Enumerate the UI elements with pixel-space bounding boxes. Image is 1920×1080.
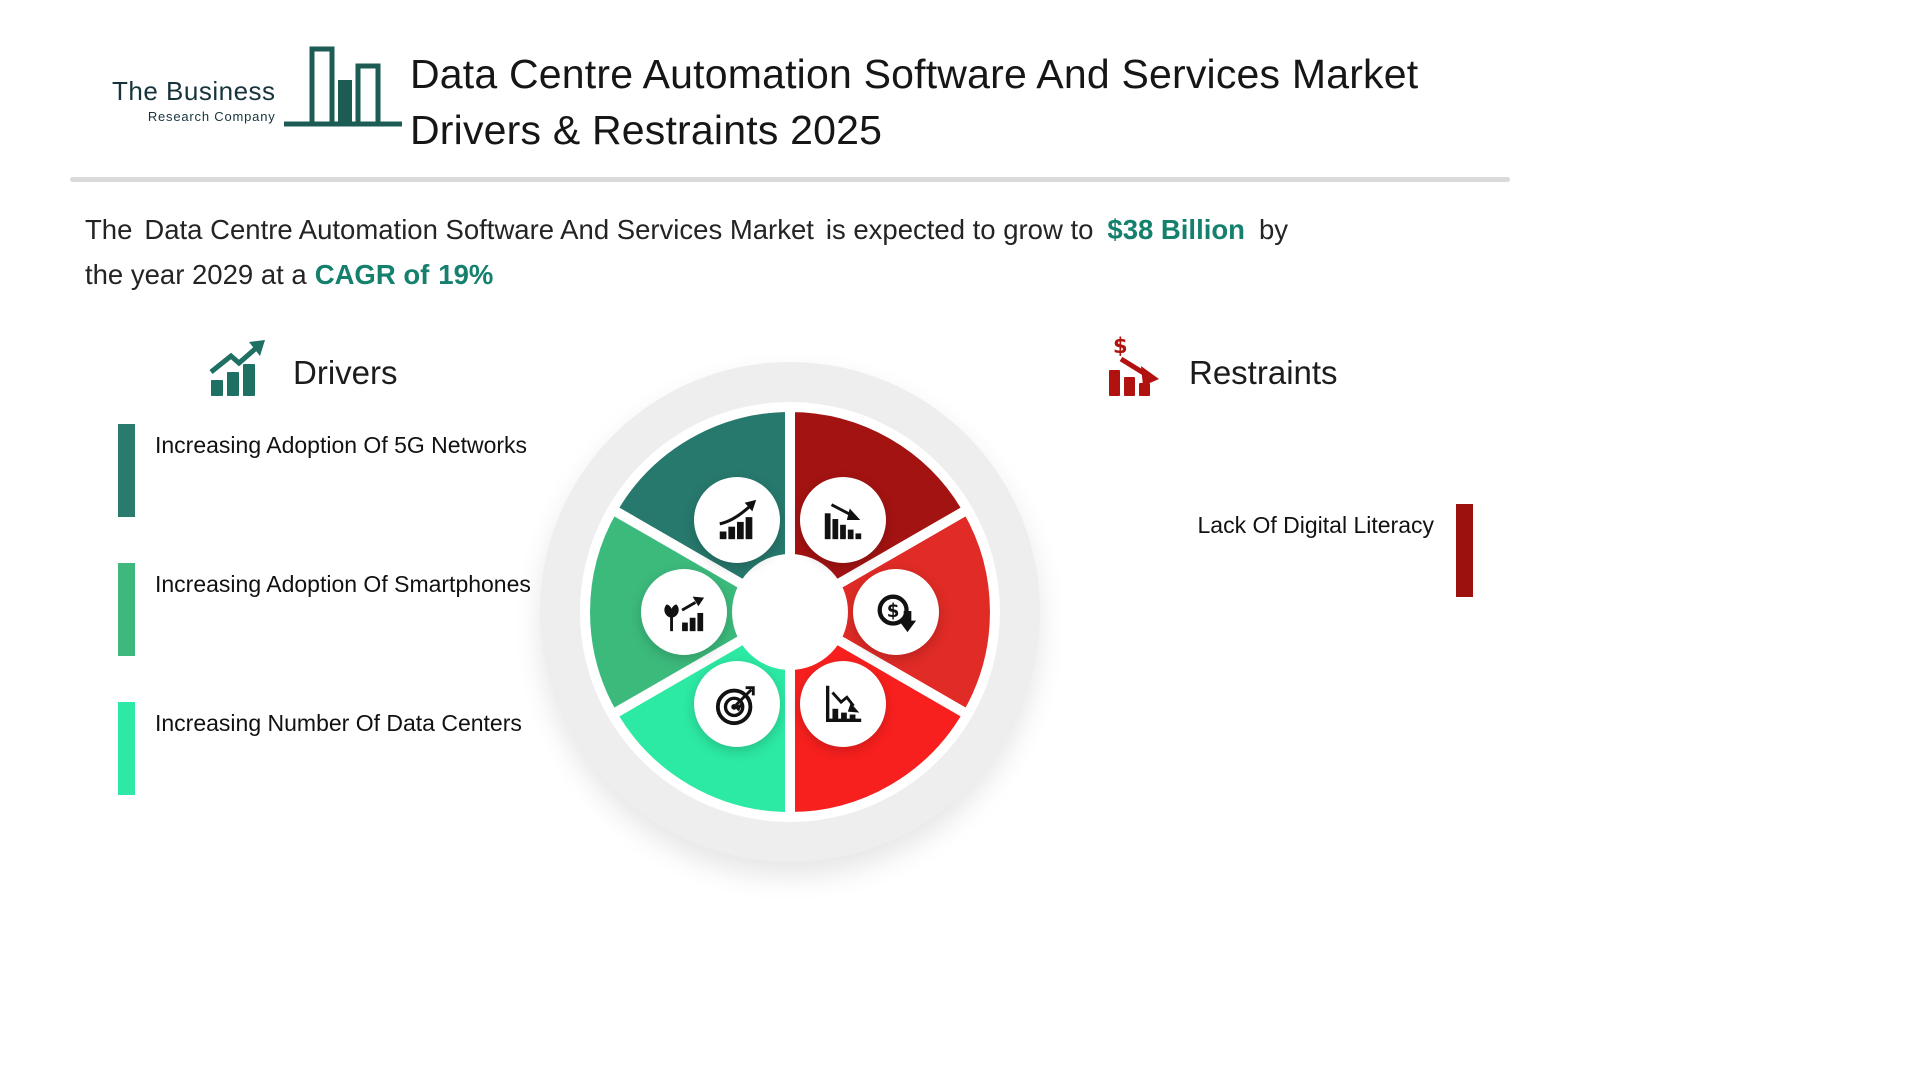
restraint-label: Lack Of Digital Literacy	[1197, 512, 1434, 538]
declining-dollar-bars-icon: $	[1109, 334, 1159, 396]
driver-label: Increasing Adoption Of Smartphones	[155, 571, 531, 597]
driver-color-bar	[118, 563, 135, 656]
logo-bars-icon	[283, 46, 402, 127]
restraint-item: Lack Of Digital Literacy	[1105, 504, 1473, 597]
driver-color-bar	[118, 424, 135, 517]
declining-graph-icon	[800, 660, 886, 747]
summary-prefix: The	[85, 214, 133, 245]
page-title-line2: Drivers & Restraints 2025	[410, 107, 883, 153]
driver-label: Increasing Adoption Of 5G Networks	[155, 432, 528, 458]
restraints-section-head: $ Restraints	[1105, 334, 1338, 398]
driver-item: Increasing Adoption Of 5G Networks	[118, 424, 531, 517]
svg-text:$: $	[887, 601, 900, 622]
logo-text: The Business Research Company	[112, 76, 276, 124]
summary-market-name: Data Centre Automation Software And Serv…	[144, 214, 814, 245]
driver-label: Increasing Number Of Data Centers	[155, 710, 522, 736]
company-logo: The Business Research Company	[112, 44, 402, 132]
dollar-decline-icon: $	[853, 569, 939, 655]
summary-text: The Data Centre Automation Software And S…	[85, 207, 1288, 297]
target-icon	[694, 660, 780, 747]
drivers-list: Increasing Adoption Of 5G Networks Increa…	[118, 424, 531, 795]
drivers-section-head: Drivers	[205, 336, 398, 398]
summary-cagr-label: CAGR of	[314, 259, 430, 290]
logo-line2: Research Company	[147, 109, 276, 124]
restraint-color-bar	[1456, 504, 1473, 597]
wheel-center-circle	[732, 554, 848, 670]
summary-year: the year 2029 at a	[85, 259, 307, 290]
driver-color-bar	[118, 702, 135, 795]
summary-cagr-value: 19%	[438, 259, 494, 290]
wheel-pie	[580, 402, 1000, 822]
summary-mid: is expected to grow to	[825, 214, 1094, 245]
page-title-line1: Data Centre Automation Software And Serv…	[410, 51, 1419, 97]
logo-line1: The Business	[112, 76, 276, 106]
plant-growth-icon	[641, 569, 727, 655]
summary-by: by	[1258, 214, 1288, 245]
drivers-restraints-wheel: $	[530, 352, 1050, 872]
page-title: Data Centre Automation Software And Serv…	[410, 46, 1418, 158]
title-block: Data Centre Automation Software And Serv…	[410, 46, 1418, 158]
svg-text:$: $	[1113, 334, 1128, 358]
restraints-heading: Restraints	[1189, 354, 1338, 391]
drivers-heading: Drivers	[293, 354, 398, 391]
summary-market-value: $38 Billion	[1107, 214, 1245, 245]
declining-bars-icon	[800, 477, 886, 564]
restraints-list: Lack Of Digital Literacy	[1105, 504, 1473, 597]
driver-item: Increasing Number Of Data Centers	[118, 702, 531, 795]
growth-chart-icon	[694, 477, 780, 564]
driver-item: Increasing Adoption Of Smartphones	[118, 563, 531, 656]
header-divider	[70, 177, 1510, 182]
growth-bars-arrow-icon	[209, 340, 265, 396]
